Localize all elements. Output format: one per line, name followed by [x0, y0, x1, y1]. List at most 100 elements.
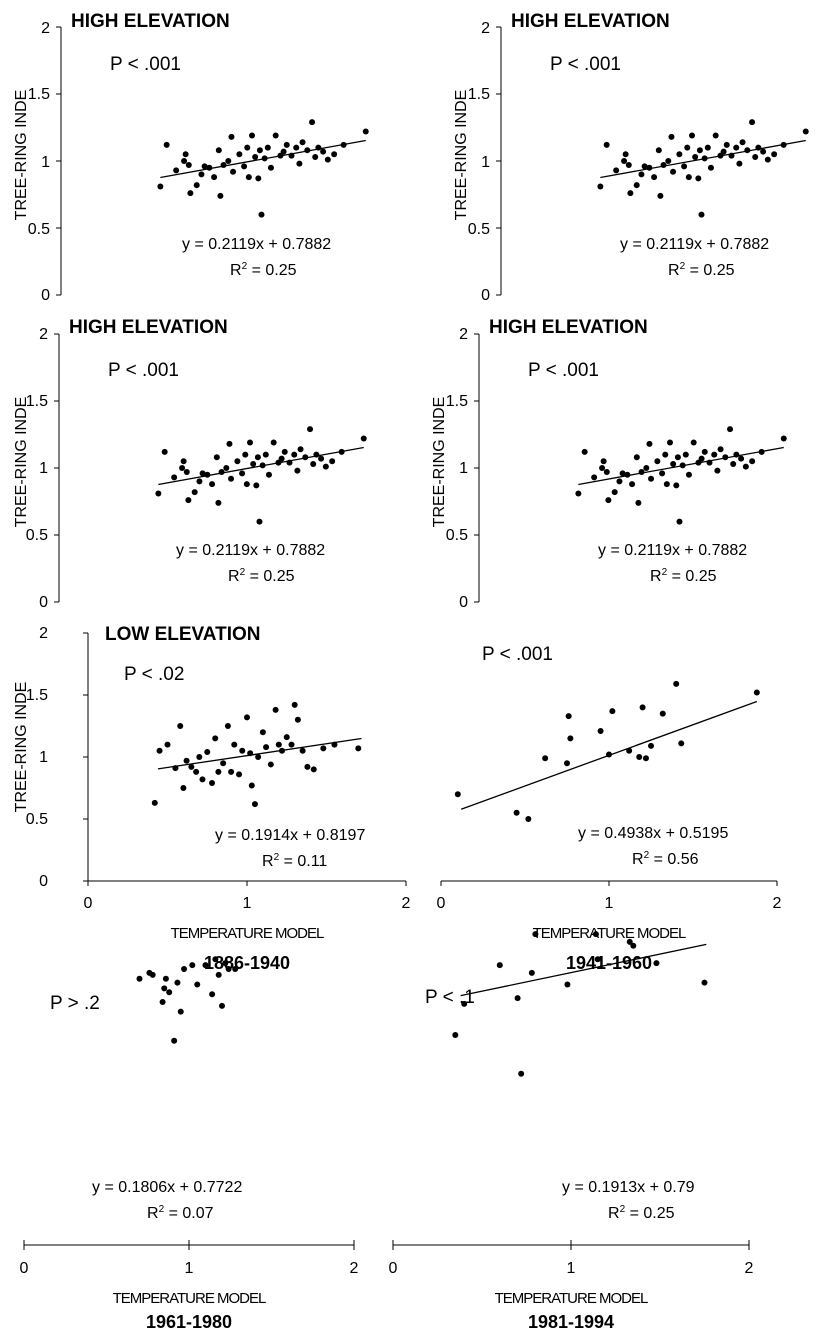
r-squared: R2 = 0.11 — [262, 852, 327, 870]
x-tick-label: 1 — [243, 895, 252, 912]
data-point — [185, 497, 192, 504]
data-point — [667, 439, 673, 446]
data-point — [780, 435, 787, 442]
data-point — [245, 174, 252, 181]
x-tick-label: 0 — [20, 1260, 29, 1277]
x-axis — [440, 880, 778, 886]
data-point — [174, 979, 181, 986]
data-point — [250, 460, 257, 467]
data-point — [727, 426, 734, 433]
data-point — [182, 151, 189, 158]
panel-row1-right: TREE-RING INDE 2 1.5 1 0.5 0 HIGH ELEVAT… — [453, 11, 809, 304]
data-point — [217, 192, 224, 199]
data-point — [151, 799, 158, 806]
data-point — [668, 133, 675, 140]
data-point — [219, 1002, 225, 1009]
data-point — [272, 132, 279, 139]
data-point — [161, 448, 168, 455]
data-point — [320, 745, 327, 752]
data-point — [654, 458, 661, 465]
y-axis-label: TREE-RING INDE — [431, 397, 448, 528]
y-tick-label: 2 — [481, 20, 490, 37]
data-point — [684, 144, 691, 151]
data-point — [676, 151, 683, 158]
data-point — [272, 706, 279, 713]
data-point — [185, 162, 192, 169]
data-point — [223, 465, 230, 471]
data-point — [220, 760, 227, 767]
data-point — [255, 175, 262, 182]
data-point — [609, 708, 616, 715]
data-point — [270, 439, 277, 446]
data-point — [626, 747, 633, 754]
data-point — [188, 763, 195, 770]
data-point — [198, 171, 205, 178]
data-point — [247, 750, 254, 757]
y-axis-label: TREE-RING INDE — [13, 90, 30, 221]
data-point — [648, 475, 655, 482]
data-point — [514, 995, 521, 1002]
data-point — [194, 981, 201, 988]
data-point — [454, 791, 461, 798]
data-point — [310, 460, 317, 467]
data-point — [206, 164, 213, 171]
data-point — [581, 448, 588, 455]
data-point — [723, 141, 730, 148]
data-point — [749, 119, 756, 126]
trend-line — [157, 737, 362, 770]
y-tick-label: 0.5 — [26, 811, 48, 828]
data-point — [619, 470, 626, 477]
data-point — [320, 148, 327, 155]
x-tick-label: 0 — [437, 895, 446, 912]
r-squared: R2 = 0.25 — [668, 261, 735, 279]
data-point — [304, 763, 311, 770]
data-point — [605, 497, 612, 504]
data-point — [638, 171, 645, 178]
data-point — [258, 211, 265, 218]
y-axis — [83, 632, 89, 882]
data-point — [331, 741, 338, 748]
data-point — [525, 816, 532, 822]
data-point — [651, 174, 658, 181]
data-point — [496, 962, 503, 969]
data-point — [736, 160, 743, 167]
data-point — [722, 454, 729, 461]
x-tick-label: 2 — [745, 1260, 754, 1277]
data-point — [682, 451, 689, 458]
data-point — [275, 459, 282, 466]
y-tick-label: 2 — [459, 326, 468, 343]
x-axis — [392, 1240, 750, 1250]
data-point — [275, 741, 282, 748]
data-point — [224, 723, 231, 729]
data-point — [291, 451, 298, 458]
data-point — [294, 467, 301, 474]
regression-equation: y = 0.2119x + 0.7882 — [182, 236, 331, 253]
regression-equation: y = 0.1913x + 0.79 — [562, 1179, 695, 1196]
x-tick-label: 2 — [402, 895, 411, 912]
data-point — [643, 465, 650, 471]
data-point — [180, 458, 187, 465]
data-point — [733, 451, 740, 458]
x-tick-label: 0 — [389, 1260, 398, 1277]
data-point — [286, 459, 293, 466]
plot-area — [155, 426, 367, 525]
data-point — [196, 754, 203, 760]
panel-title: HIGH ELEVATION — [489, 317, 648, 338]
data-point — [193, 182, 200, 189]
data-point — [249, 132, 255, 139]
data-point — [202, 962, 209, 969]
panel-title: HIGH ELEVATION — [511, 11, 670, 32]
data-point — [136, 975, 143, 982]
data-point — [234, 458, 241, 465]
data-point — [230, 168, 237, 175]
y-tick-label: 0.5 — [28, 221, 50, 238]
data-point — [177, 1008, 184, 1015]
plot-area — [454, 680, 760, 822]
data-point — [802, 128, 809, 135]
data-point — [248, 782, 255, 789]
data-point — [720, 148, 727, 155]
data-point — [199, 776, 206, 783]
data-point — [712, 132, 719, 139]
data-point — [646, 164, 653, 171]
data-point — [662, 451, 669, 458]
